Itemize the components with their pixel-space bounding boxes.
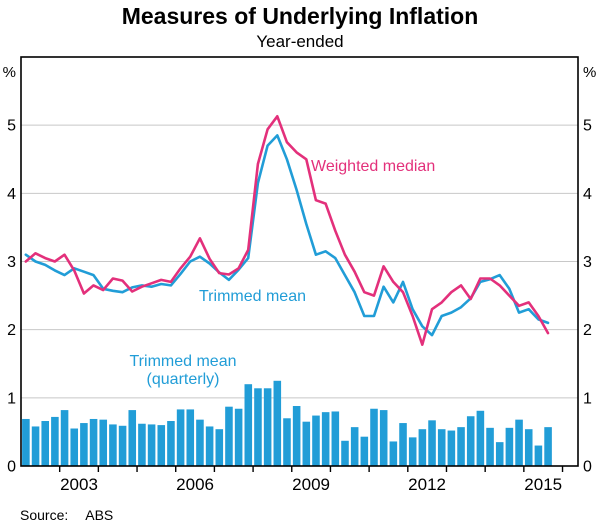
- bar-trimmed-mean-quarterly: [254, 388, 262, 466]
- line-trimmed_mean: [24, 134, 550, 337]
- y-axis-label-left: 0: [7, 459, 16, 476]
- bar-trimmed-mean-quarterly: [495, 442, 504, 466]
- bar-trimmed-mean-quarterly: [389, 441, 398, 466]
- bar-trimmed-mean-quarterly: [321, 412, 330, 466]
- series-label-trimmed-mean: Trimmed mean: [199, 288, 306, 305]
- bar-trimmed-mean-quarterly: [302, 421, 311, 466]
- bar-trimmed-mean-quarterly: [544, 427, 552, 466]
- bar-trimmed-mean-quarterly: [70, 428, 79, 466]
- bar-trimmed-mean-quarterly: [466, 416, 475, 466]
- bar-trimmed-mean-quarterly: [418, 429, 427, 466]
- bar-trimmed-mean-quarterly: [515, 419, 523, 466]
- bar-trimmed-mean-quarterly: [476, 410, 485, 466]
- bar-trimmed-mean-quarterly: [138, 423, 146, 466]
- line-weighted_median: [24, 115, 550, 347]
- y-axis-label-right: 5: [583, 118, 592, 135]
- bar-trimmed-mean-quarterly: [331, 411, 340, 466]
- bar-trimmed-mean-quarterly: [283, 418, 291, 466]
- chart-subtitle: Year-ended: [256, 32, 344, 51]
- bar-trimmed-mean-quarterly: [118, 425, 127, 466]
- chart-title: Measures of Underlying Inflation: [121, 3, 479, 29]
- bar-trimmed-mean-quarterly: [292, 406, 301, 466]
- bar-trimmed-mean-quarterly: [273, 380, 282, 466]
- bar-trimmed-mean-quarterly: [22, 418, 30, 466]
- y-axis-label-right: 3: [583, 254, 592, 271]
- source-line: Source: ABS: [20, 507, 113, 523]
- bar-trimmed-mean-quarterly: [176, 409, 185, 466]
- y-axis-label-left: 2: [7, 322, 16, 339]
- bar-trimmed-mean-quarterly: [186, 409, 195, 466]
- bar-trimmed-mean-quarterly: [447, 430, 456, 466]
- series-label-quarterly-line2: (quarterly): [146, 370, 220, 388]
- bar-trimmed-mean-quarterly: [167, 421, 175, 466]
- bar-trimmed-mean-quarterly: [157, 425, 166, 466]
- series-label-trimmed-mean-quarterly: Trimmed mean (quarterly): [116, 353, 250, 388]
- y-axis-label-right: 4: [583, 186, 592, 203]
- x-axis-label: 2009: [292, 475, 330, 494]
- bar-trimmed-mean-quarterly: [457, 427, 465, 466]
- x-axis-label: 2003: [60, 475, 98, 494]
- percent-sign-left: %: [3, 64, 16, 81]
- bar-trimmed-mean-quarterly: [147, 424, 156, 466]
- bar-trimmed-mean-quarterly: [437, 429, 446, 466]
- bar-trimmed-mean-quarterly: [428, 420, 436, 466]
- percent-sign-right: %: [583, 64, 596, 81]
- bar-trimmed-mean-quarterly: [89, 418, 98, 466]
- bar-trimmed-mean-quarterly: [205, 426, 214, 466]
- bar-trimmed-mean-quarterly: [196, 419, 204, 466]
- bar-trimmed-mean-quarterly: [341, 440, 349, 466]
- bar-trimmed-mean-quarterly: [379, 410, 388, 466]
- y-axis-label-right: 1: [583, 390, 592, 407]
- bar-trimmed-mean-quarterly: [399, 423, 407, 466]
- bar-trimmed-mean-quarterly: [263, 388, 272, 466]
- bar-trimmed-mean-quarterly: [99, 419, 108, 466]
- bar-trimmed-mean-quarterly: [51, 416, 59, 466]
- bar-trimmed-mean-quarterly: [350, 427, 359, 466]
- x-axis-label: 2012: [408, 475, 446, 494]
- y-axis-label-left: 1: [7, 390, 16, 407]
- bar-trimmed-mean-quarterly: [215, 429, 224, 466]
- source-value: ABS: [85, 507, 114, 523]
- bar-trimmed-mean-quarterly: [244, 384, 253, 466]
- y-axis-label-left: 4: [7, 186, 16, 203]
- series-label-weighted-median: Weighted median: [311, 158, 436, 175]
- bar-trimmed-mean-quarterly: [360, 436, 369, 466]
- bar-trimmed-mean-quarterly: [109, 424, 117, 466]
- bar-trimmed-mean-quarterly: [408, 437, 417, 466]
- bar-trimmed-mean-quarterly: [312, 415, 320, 466]
- bar-trimmed-mean-quarterly: [80, 423, 88, 466]
- bar-trimmed-mean-quarterly: [234, 408, 243, 466]
- bar-trimmed-mean-quarterly: [60, 410, 69, 466]
- bar-trimmed-mean-quarterly: [534, 445, 543, 466]
- bar-trimmed-mean-quarterly: [524, 429, 533, 466]
- y-axis-label-left: 3: [7, 254, 16, 271]
- bar-trimmed-mean-quarterly: [41, 421, 50, 466]
- bar-trimmed-mean-quarterly: [128, 410, 137, 466]
- y-axis-label-right: 2: [583, 322, 592, 339]
- series-label-quarterly-line1: Trimmed mean: [129, 353, 237, 370]
- bar-trimmed-mean-quarterly: [31, 426, 40, 466]
- bar-trimmed-mean-quarterly: [486, 427, 494, 466]
- y-axis-label-left: 5: [7, 118, 16, 135]
- x-axis-label: 2006: [176, 475, 214, 494]
- bar-trimmed-mean-quarterly: [370, 408, 378, 466]
- y-axis-label-right: 0: [583, 459, 592, 476]
- source-label: Source:: [20, 507, 69, 523]
- bar-trimmed-mean-quarterly: [225, 406, 233, 466]
- x-axis-label: 2015: [524, 475, 562, 494]
- bar-trimmed-mean-quarterly: [505, 427, 514, 466]
- plot-frame: [20, 56, 579, 467]
